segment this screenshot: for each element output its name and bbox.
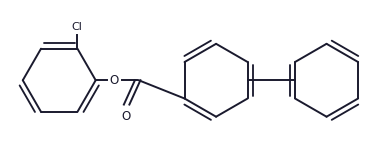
Text: O: O [121, 110, 130, 123]
Text: O: O [110, 74, 119, 87]
Text: Cl: Cl [71, 22, 82, 32]
